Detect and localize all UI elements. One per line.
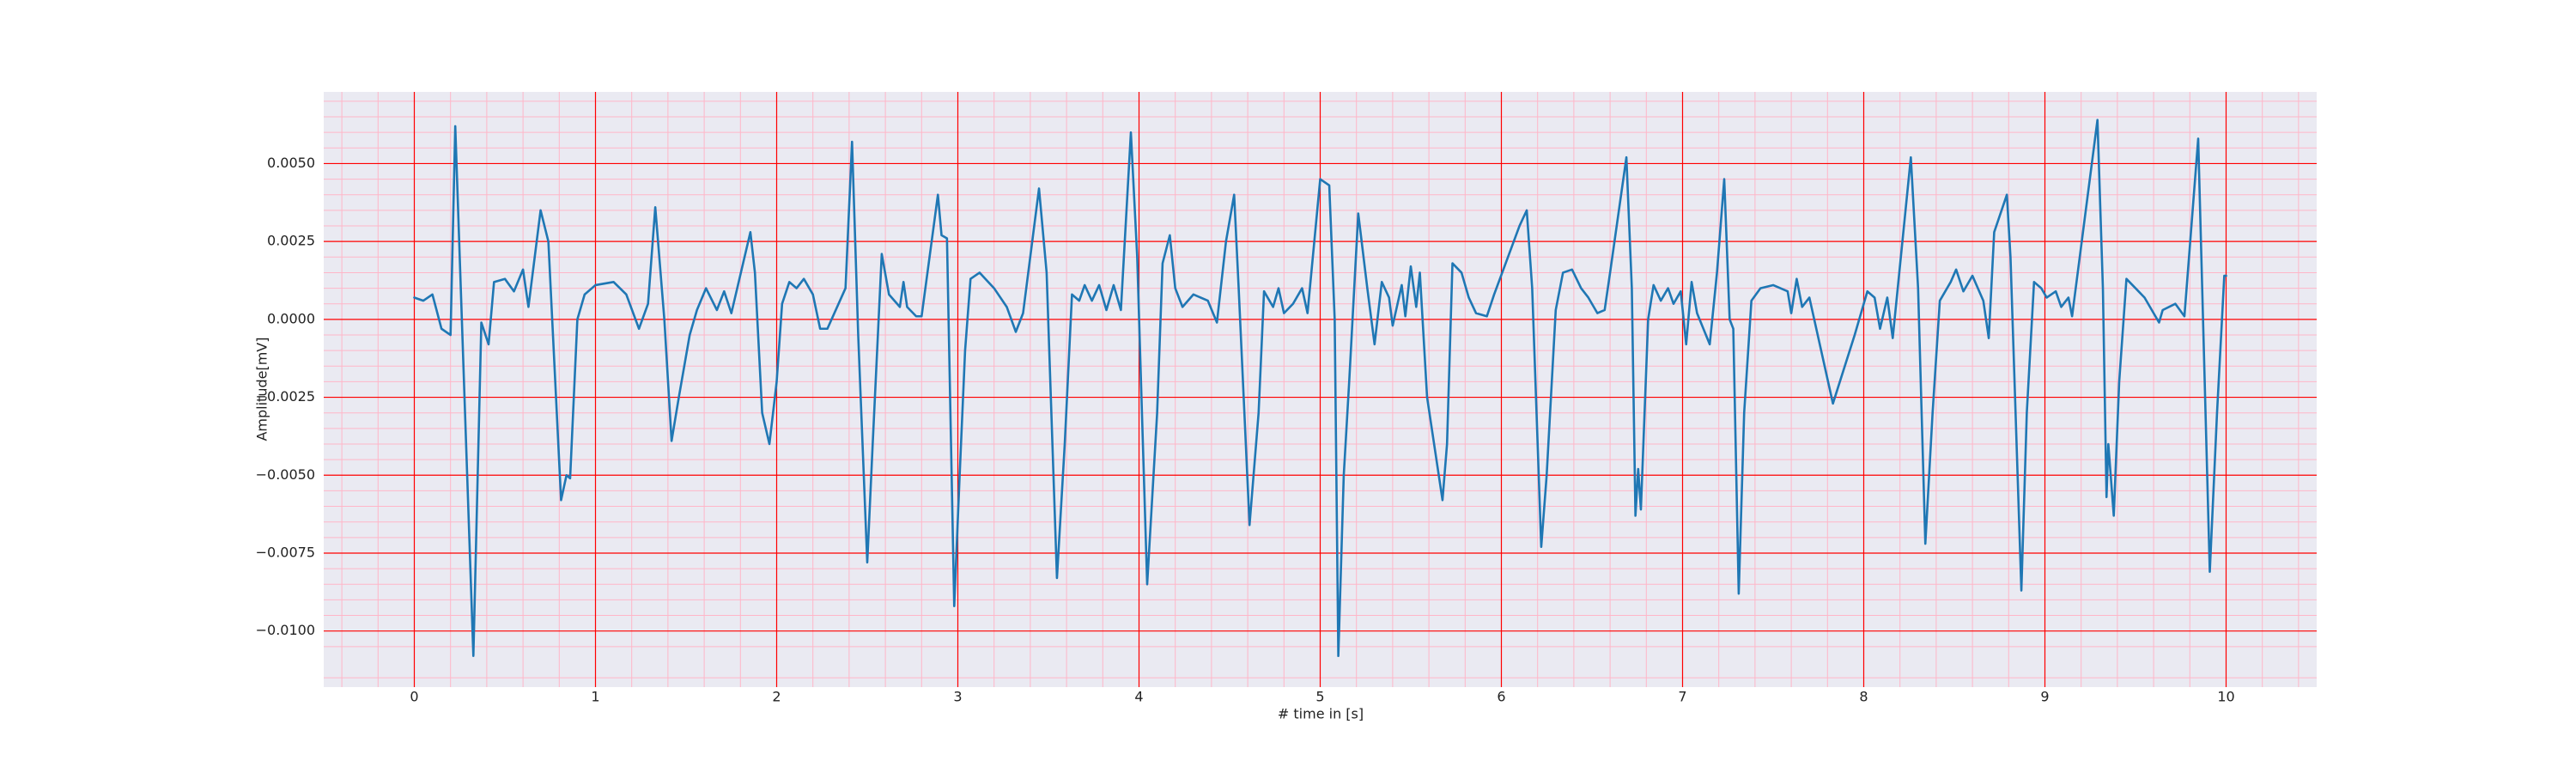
y-tick-label: 0.0025 [267,233,315,249]
x-tick-label: 7 [1678,689,1686,705]
x-tick-label: 2 [772,689,781,705]
y-tick-label: 0.0000 [267,310,315,326]
signal-line [413,119,2227,658]
y-tick-label: −0.0050 [256,466,315,483]
x-tick-label: 10 [2217,689,2234,705]
x-tick-label: 6 [1497,689,1505,705]
x-tick-label: 5 [1315,689,1324,705]
x-axis-label: # time in [s] [1278,706,1364,722]
y-tick-label: 0.0050 [267,155,315,171]
y-tick-label: −0.0025 [256,388,315,405]
x-tick-label: 9 [2040,689,2049,705]
x-tick-label: 8 [1859,689,1868,705]
y-axis-label: Amplitude[mV] [254,337,270,441]
y-tick-label: −0.0075 [256,544,315,560]
x-tick-label: 1 [591,689,599,705]
x-tick-label: 0 [410,689,418,705]
y-tick-label: −0.0100 [256,622,315,638]
x-tick-label: 3 [953,689,962,705]
x-tick-label: 4 [1134,689,1143,705]
